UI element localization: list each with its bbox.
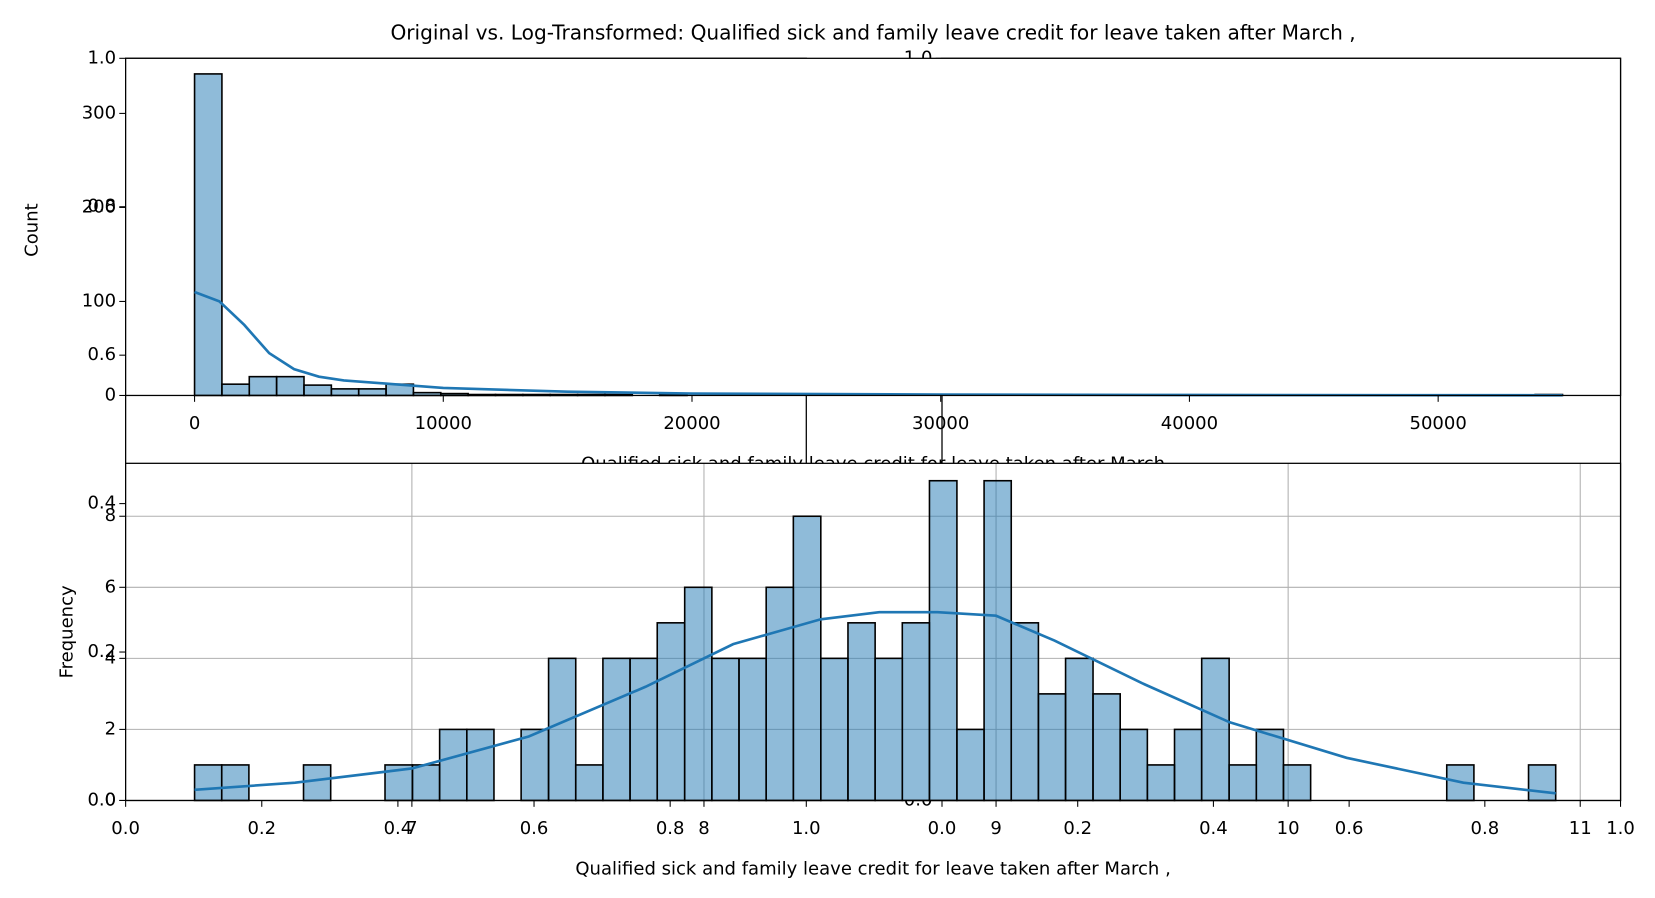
chart-title: Original vs. Log-Transformed: Qualified … (390, 20, 1355, 44)
histogram-bar (520, 728, 550, 802)
histogram-bar (602, 657, 631, 802)
x-tick-label: 8 (698, 818, 709, 839)
x-tick-label: 0.0 (111, 818, 140, 839)
histogram-bar (1527, 764, 1557, 802)
histogram-bar (302, 764, 332, 802)
histogram-bar (411, 764, 441, 802)
histogram-bar (466, 728, 495, 802)
histogram-bar (357, 388, 387, 397)
axes-frame (125, 57, 1622, 397)
x-tick-label: 0.2 (247, 818, 276, 839)
histogram-bar (901, 622, 931, 802)
y-tick-label: 0.8 (87, 196, 116, 217)
histogram-bar (956, 728, 985, 802)
histogram-bar (629, 657, 659, 802)
histogram-bar (574, 764, 604, 802)
histogram-bar (765, 586, 795, 802)
histogram-bar (1255, 728, 1285, 802)
kde-line (194, 610, 1556, 795)
axes-frame (125, 462, 1622, 802)
y-axis-label: Count (21, 203, 42, 257)
x-tick-label: 7 (406, 818, 417, 839)
axes-background (125, 58, 1621, 396)
y-tick-label: 2 (105, 718, 116, 739)
x-tick-label: 11 (1569, 818, 1592, 839)
histogram-bar (792, 515, 822, 802)
kde-line (194, 290, 1563, 397)
x-tick-label: 10 (1277, 818, 1300, 839)
histogram-bar (1173, 728, 1203, 802)
histogram-bar (221, 383, 251, 397)
histogram-bar (193, 73, 223, 397)
histogram-bar (711, 657, 740, 802)
x-tick-label: 9 (990, 818, 1001, 839)
histogram-bar (248, 375, 278, 397)
x-tick-label: 0.8 (656, 818, 685, 839)
y-tick-label: 8 (105, 505, 116, 526)
y-tick-label: 0.6 (87, 344, 116, 365)
x-tick-label: 0.6 (520, 818, 549, 839)
histogram-bar (928, 479, 958, 802)
y-tick-label: 0.4 (87, 493, 116, 514)
y-tick-label: 200 (82, 196, 116, 217)
x-tick-label: 1.0 (792, 818, 821, 839)
histogram-bar (656, 622, 686, 802)
histogram-bar (1119, 728, 1149, 802)
histogram-bar (220, 764, 250, 802)
x-tick-label: 0.4 (1199, 818, 1228, 839)
x-tick-label: 0.6 (1335, 818, 1364, 839)
histogram-bar (1228, 764, 1258, 802)
histogram-bar (820, 657, 849, 802)
histogram-bar (683, 586, 713, 802)
y-tick-label: 1.0 (87, 47, 116, 68)
histogram-bar (1037, 693, 1067, 802)
y-axis-label: Frequency (56, 585, 77, 678)
histogram-bar (303, 384, 333, 397)
histogram-bar (275, 375, 305, 397)
y-tick-label: 4 (105, 647, 116, 668)
histogram-bar (874, 657, 904, 802)
histogram-bar (193, 764, 223, 802)
histogram-bar (438, 728, 468, 802)
histogram-bar (847, 622, 876, 802)
histogram-bar (1010, 622, 1040, 802)
x-tick-label: 0.8 (1471, 818, 1500, 839)
histogram-bar (1200, 657, 1230, 802)
histogram-bar (738, 657, 767, 802)
x-tick-label: 30000 (912, 413, 969, 434)
x-tick-label: 0.0 (928, 818, 957, 839)
x-tick-label: 40000 (1161, 413, 1218, 434)
x-tick-label: 1.0 (1606, 818, 1635, 839)
y-tick-label: 100 (82, 290, 116, 311)
x-axis-label: Qualified sick and family leave credit f… (575, 858, 1170, 879)
y-tick-label: 0.2 (87, 641, 116, 662)
y-tick-label: 0 (105, 789, 116, 810)
x-tick-label: 50000 (1409, 413, 1466, 434)
histogram-bar (1064, 657, 1094, 802)
histogram-bar (330, 388, 360, 397)
y-tick-label: 6 (105, 576, 116, 597)
histogram-bar (983, 479, 1013, 802)
x-tick-label: 0.2 (1063, 818, 1092, 839)
y-tick-label: 300 (82, 102, 116, 123)
y-tick-label: 0 (105, 384, 116, 405)
y-tick-label: 0.0 (87, 789, 116, 810)
histogram-bar (1282, 764, 1312, 802)
x-tick-label: 10000 (415, 413, 472, 434)
x-tick-label: 0 (189, 413, 200, 434)
histogram-bar (1146, 764, 1176, 802)
histogram-bar (547, 657, 577, 802)
x-tick-label: 0.4 (384, 818, 413, 839)
x-tick-label: 20000 (663, 413, 720, 434)
histogram-bar (1092, 693, 1121, 802)
